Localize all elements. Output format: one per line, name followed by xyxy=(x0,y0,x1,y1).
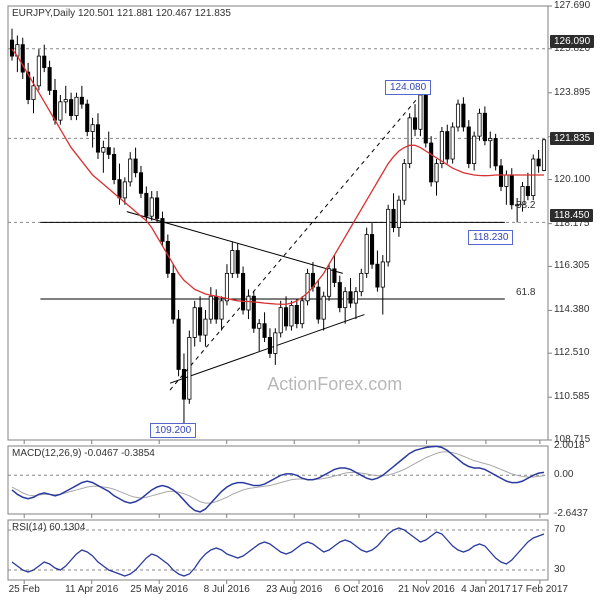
price-callout: 124.080 xyxy=(385,80,431,95)
ohlc-label: 120.501 121.881 120.467 121.835 xyxy=(78,8,231,19)
rsi-title: RSI(14) 60.1304 xyxy=(12,522,85,533)
price-tag: 118.450 xyxy=(550,209,593,222)
x-axis-label: 21 Nov 2016 xyxy=(398,584,455,595)
price-callout: 109.200 xyxy=(150,423,196,438)
x-axis-label: 23 Aug 2016 xyxy=(266,584,322,595)
symbol-label: EURJPY,Daily xyxy=(12,8,75,19)
price-tag: 121.835 xyxy=(550,132,594,145)
x-axis-label: 6 Oct 2016 xyxy=(335,584,384,595)
x-axis-label: 4 Jan 2017 xyxy=(461,584,511,595)
x-axis-label: 25 Feb xyxy=(9,584,40,595)
macd-title: MACD(12,26,9) -0.0467 -0.3854 xyxy=(12,448,155,459)
price-callout: 118.230 xyxy=(468,230,513,245)
price-tag: 126.090 xyxy=(550,35,594,48)
x-axis-label: 11 Apr 2016 xyxy=(65,584,118,595)
x-axis-label: 17 Feb 2017 xyxy=(512,584,568,595)
watermark: ActionForex.com xyxy=(267,374,402,395)
chart-root: 127.690125.820123.895121.975120.100118.1… xyxy=(0,0,600,600)
x-axis-label: 25 May 2016 xyxy=(130,584,188,595)
x-axis-label: 8 Jul 2016 xyxy=(204,584,250,595)
chart-svg xyxy=(0,0,600,600)
